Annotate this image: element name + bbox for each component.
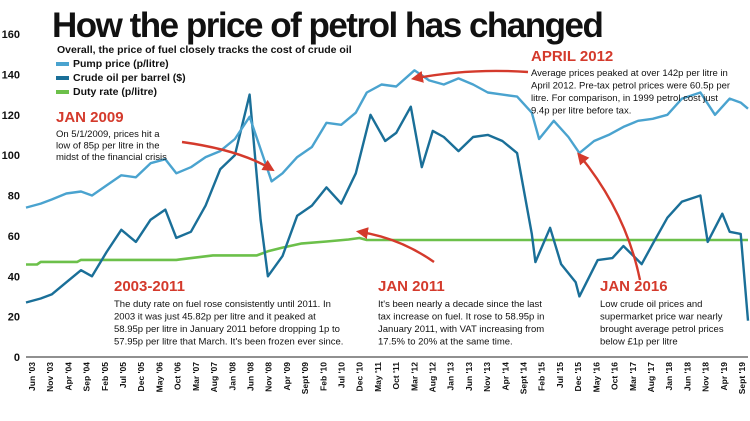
annotation-line: tax increase on fuel. It rose to 58.95p … xyxy=(378,312,544,323)
y-tick-label: 40 xyxy=(8,271,20,283)
x-tick-label: Feb '15 xyxy=(537,362,547,391)
x-tick-label: Aug '07 xyxy=(209,362,219,393)
annotation-line: It's been nearly a decade since the last xyxy=(378,299,542,310)
annotation-line: brought average petrol prices xyxy=(600,324,724,335)
y-tick-label: 120 xyxy=(2,110,20,122)
x-tick-label: May '16 xyxy=(591,362,601,393)
series-line-2 xyxy=(26,236,748,266)
annotation-line: 58.95p per litre in January 2011 before … xyxy=(114,324,340,335)
y-tick-label: 0 xyxy=(14,352,20,364)
x-tick-label: May '06 xyxy=(154,362,164,393)
x-tick-label: Jul '05 xyxy=(118,362,128,388)
x-tick-label: Nov '08 xyxy=(264,362,274,392)
x-tick-label: Dec '05 xyxy=(136,362,146,392)
annotation-line: On 5/1/2009, prices hit a xyxy=(56,129,160,140)
annotation-line: midst of the financial crisis xyxy=(56,152,167,163)
annotation-arrow xyxy=(410,69,529,83)
x-tick-label: Feb '10 xyxy=(318,362,328,391)
annotation-line: January 2011, with VAT increasing from xyxy=(378,324,544,335)
y-tick-label: 140 xyxy=(2,69,20,81)
annotation-line: The duty rate on fuel rose consistently … xyxy=(114,299,331,310)
annotation-4: JAN 2016 Low crude oil prices and supermar… xyxy=(600,278,724,348)
annotation-heading: JAN 2016 xyxy=(600,278,668,295)
legend-label: Crude oil per barrel ($) xyxy=(73,72,186,84)
legend-swatch xyxy=(56,62,69,66)
chart-title: How the price of petrol has changed xyxy=(52,6,602,45)
annotation-line: litre. For comparison, in 1999 petrol co… xyxy=(531,93,718,104)
legend-label: Pump price (p/litre) xyxy=(73,58,169,70)
x-tick-label: Sep '04 xyxy=(82,362,92,392)
series-line-0 xyxy=(25,69,749,209)
annotation-line: Low crude oil prices and xyxy=(600,299,702,310)
legend: Pump price (p/litre) Crude oil per barrel… xyxy=(56,58,186,98)
annotation-line: 2003 it was just 45.82p per litre and it… xyxy=(114,312,316,323)
legend-swatch xyxy=(56,76,69,80)
x-tick-label: Mar '17 xyxy=(628,362,638,391)
annotation-line: 9.4p per litre before tax. xyxy=(531,106,631,117)
y-tick-label: 60 xyxy=(8,231,20,243)
x-tick-label: Jan '18 xyxy=(664,362,674,391)
x-tick-label: Jun '13 xyxy=(464,362,474,391)
x-tick-label: Apr '19 xyxy=(719,362,729,391)
x-tick-label: Mar '07 xyxy=(191,362,201,391)
annotation-arrows xyxy=(181,69,642,281)
x-tick-label: Aug '17 xyxy=(646,362,656,393)
y-tick-label: 80 xyxy=(8,191,20,203)
annotation-arrow xyxy=(355,227,435,263)
x-tick-label: Apr '04 xyxy=(63,362,73,391)
x-tick-label: Nov '13 xyxy=(482,362,492,392)
x-tick-label: Dec '10 xyxy=(355,362,365,392)
x-tick-label: Jul '15 xyxy=(555,362,565,388)
x-tick-label: Sept '09 xyxy=(300,362,310,395)
series-line-1 xyxy=(25,93,750,321)
x-tick-label: Nov '18 xyxy=(701,362,711,392)
annotation-1: APRIL 2012 Average prices peaked at over … xyxy=(531,48,730,117)
annotation-line: 17.5% to 20% at the same time. xyxy=(378,337,513,348)
annotation-heading: 2003-2011 xyxy=(114,278,185,295)
x-tick-label: Apr '09 xyxy=(282,362,292,391)
chart-subtitle: Overall, the price of fuel closely track… xyxy=(57,44,352,56)
series-layer xyxy=(25,69,750,321)
legend-swatch xyxy=(56,90,69,94)
annotation-heading: APRIL 2012 xyxy=(531,48,613,65)
annotation-line: April 2012. Pre-tax petrol prices were 6… xyxy=(531,81,730,92)
y-tick-label: 160 xyxy=(2,29,20,41)
x-tick-label: May '11 xyxy=(373,362,383,392)
x-tick-label: Jun '08 xyxy=(245,362,255,391)
annotation-line: Average prices peaked at over 142p per l… xyxy=(531,68,728,79)
x-tick-label: Jan '13 xyxy=(446,362,456,391)
x-tick-label: Oct '06 xyxy=(173,362,183,390)
x-tick-label: Jun '18 xyxy=(682,362,692,391)
x-tick-label: Sept '19 xyxy=(737,362,747,395)
annotation-3: JAN 2011 It's been nearly a decade since … xyxy=(378,278,544,348)
x-tick-label: Sept '14 xyxy=(519,362,529,395)
x-tick-label: Jun '03 xyxy=(27,362,37,391)
annotation-line: below £1p per litre xyxy=(600,337,678,348)
annotation-line: low of 85p per litre in the xyxy=(56,141,160,152)
axes: 0 20 40 60 80 100 120 140 160 Jun '03 Nov '03 Apr '… xyxy=(2,29,748,394)
y-tick-label: 100 xyxy=(2,150,20,162)
annotation-line: 57.95p per litre that March. It's been f… xyxy=(114,337,343,348)
x-tick-label: Mar '12 xyxy=(409,362,419,391)
x-tick-label: Aug '12 xyxy=(428,362,438,393)
x-tick-label: Apr '14 xyxy=(500,362,510,391)
x-tick-label: Dec '15 xyxy=(573,362,583,392)
x-tick-label: Jan '08 xyxy=(227,362,237,391)
x-tick-label: Feb '05 xyxy=(100,362,110,391)
annotation-2: 2003-2011 The duty rate on fuel rose cons… xyxy=(114,278,343,348)
x-tick-label: Oct '11 xyxy=(391,362,401,390)
annotation-arrow xyxy=(181,140,275,172)
annotation-arrow xyxy=(577,152,642,281)
legend-label: Duty rate (p/litre) xyxy=(73,86,157,98)
x-tick-label: Nov '03 xyxy=(45,362,55,392)
x-tick-label: Jul '10 xyxy=(336,362,346,388)
annotation-heading: JAN 2011 xyxy=(378,278,445,295)
y-tick-label: 20 xyxy=(8,312,20,324)
x-tick-label: Oct '16 xyxy=(610,362,620,390)
annotation-line: supermarket price war nearly xyxy=(600,312,723,323)
annotation-heading: JAN 2009 xyxy=(56,109,124,126)
